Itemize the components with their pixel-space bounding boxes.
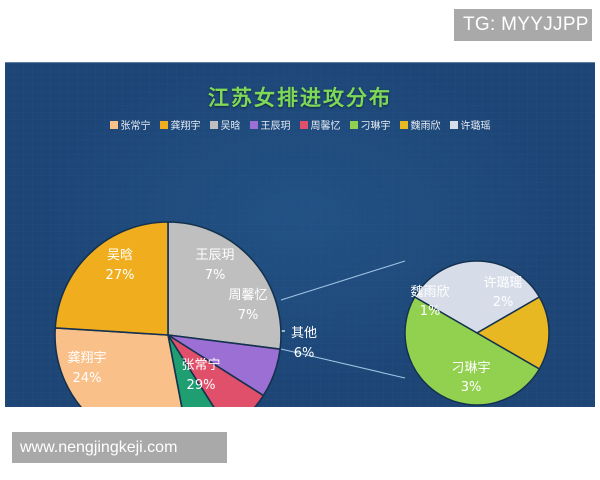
secondary-pie [379, 260, 571, 407]
legend-item-label: 魏雨欣 [410, 121, 441, 132]
slice-label-value: 6% [294, 346, 315, 361]
slice-label-value: 24% [73, 371, 102, 386]
pie-slice-龚翔宇[interactable] [54, 221, 169, 336]
slice-label-value: 3% [461, 380, 482, 395]
slice-label-name: 其他 [291, 326, 317, 341]
legend-swatch-icon [249, 120, 258, 129]
legend-swatch-icon [299, 120, 308, 129]
legend-swatch-icon [209, 120, 218, 129]
slice-label-name: 张常宁 [181, 357, 220, 373]
legend-item-label: 张常宁 [120, 121, 151, 132]
slice-label-value: 1% [420, 304, 441, 319]
legend-item-7[interactable]: 许璐瑶 [449, 117, 491, 132]
connector-line-1 [280, 348, 406, 379]
legend-item-label: 刁琳宇 [360, 121, 391, 132]
legend-swatch-icon [109, 120, 118, 129]
main-pie [54, 221, 282, 407]
slice-label-value: 29% [187, 378, 216, 393]
slice-label-name: 周馨忆 [228, 287, 267, 303]
legend-item-3[interactable]: 王辰玥 [249, 117, 291, 132]
connector-line-0 [280, 260, 406, 301]
chart-legend: 张常宁 龚翔宇 吴晗 王辰玥 周馨忆 刁琳宇 魏雨欣 许璐瑶 [5, 117, 595, 132]
legend-item-2[interactable]: 吴晗 [209, 117, 241, 132]
legend-swatch-icon [399, 120, 408, 129]
slice-label-name: 龚翔宇 [67, 351, 106, 366]
legend-item-1[interactable]: 龚翔宇 [159, 117, 201, 132]
legend-item-5[interactable]: 刁琳宇 [349, 117, 391, 132]
legend-item-label: 周馨忆 [310, 121, 341, 132]
legend-item-6[interactable]: 魏雨欣 [399, 117, 441, 132]
slice-label-name: 刁琳宇 [451, 361, 490, 376]
legend-item-0[interactable]: 张常宁 [109, 117, 151, 132]
pie-slice-周馨忆[interactable] [167, 334, 265, 407]
legend-item-label: 吴晗 [220, 121, 241, 132]
pie-slice-张常宁[interactable] [54, 327, 189, 407]
slice-label-name: 许璐瑶 [483, 276, 522, 291]
pie-slice-吴晗[interactable] [167, 221, 282, 351]
legend-swatch-icon [159, 120, 168, 129]
pie-chart-graphic: 吴晗27%王辰玥7%周馨忆7%其他6%张常宁29%龚翔宇24%许璐瑶2%魏雨欣1… [54, 221, 571, 407]
legend-item-label: 王辰玥 [260, 121, 291, 132]
slice-label-value: 27% [106, 268, 135, 283]
pie-slice-魏雨欣[interactable] [475, 279, 571, 371]
legend-item-label: 龚翔宇 [170, 121, 201, 132]
legend-item-4[interactable]: 周馨忆 [299, 117, 341, 132]
legend-swatch-icon [349, 120, 358, 129]
pie-labels: 吴晗27%王辰玥7%周馨忆7%其他6%张常宁29%龚翔宇24%许璐瑶2%魏雨欣1… [67, 247, 522, 395]
tg-watermark: TG: MYYJJPP [454, 9, 592, 41]
legend-item-label: 许璐瑶 [460, 121, 491, 132]
page-title: 江苏女排进攻分布 [208, 86, 392, 110]
pie-slice-其他[interactable] [167, 334, 229, 407]
slice-label-value: 7% [238, 308, 259, 323]
slice-label-value: 7% [205, 268, 226, 283]
chart-panel: 江苏女排进攻分布 张常宁 龚翔宇 吴晗 王辰玥 周馨忆 刁琳宇 魏雨欣 [5, 62, 595, 407]
site-watermark: www.nengjingkeji.com [12, 432, 227, 463]
legend-swatch-icon [449, 120, 458, 129]
pie-slice-刁琳宇[interactable] [379, 295, 541, 407]
slice-label-value: 2% [493, 295, 514, 310]
slice-label-name: 吴晗 [107, 247, 133, 263]
slice-label-name: 魏雨欣 [410, 285, 449, 300]
slice-label-name: 王辰玥 [195, 248, 234, 263]
